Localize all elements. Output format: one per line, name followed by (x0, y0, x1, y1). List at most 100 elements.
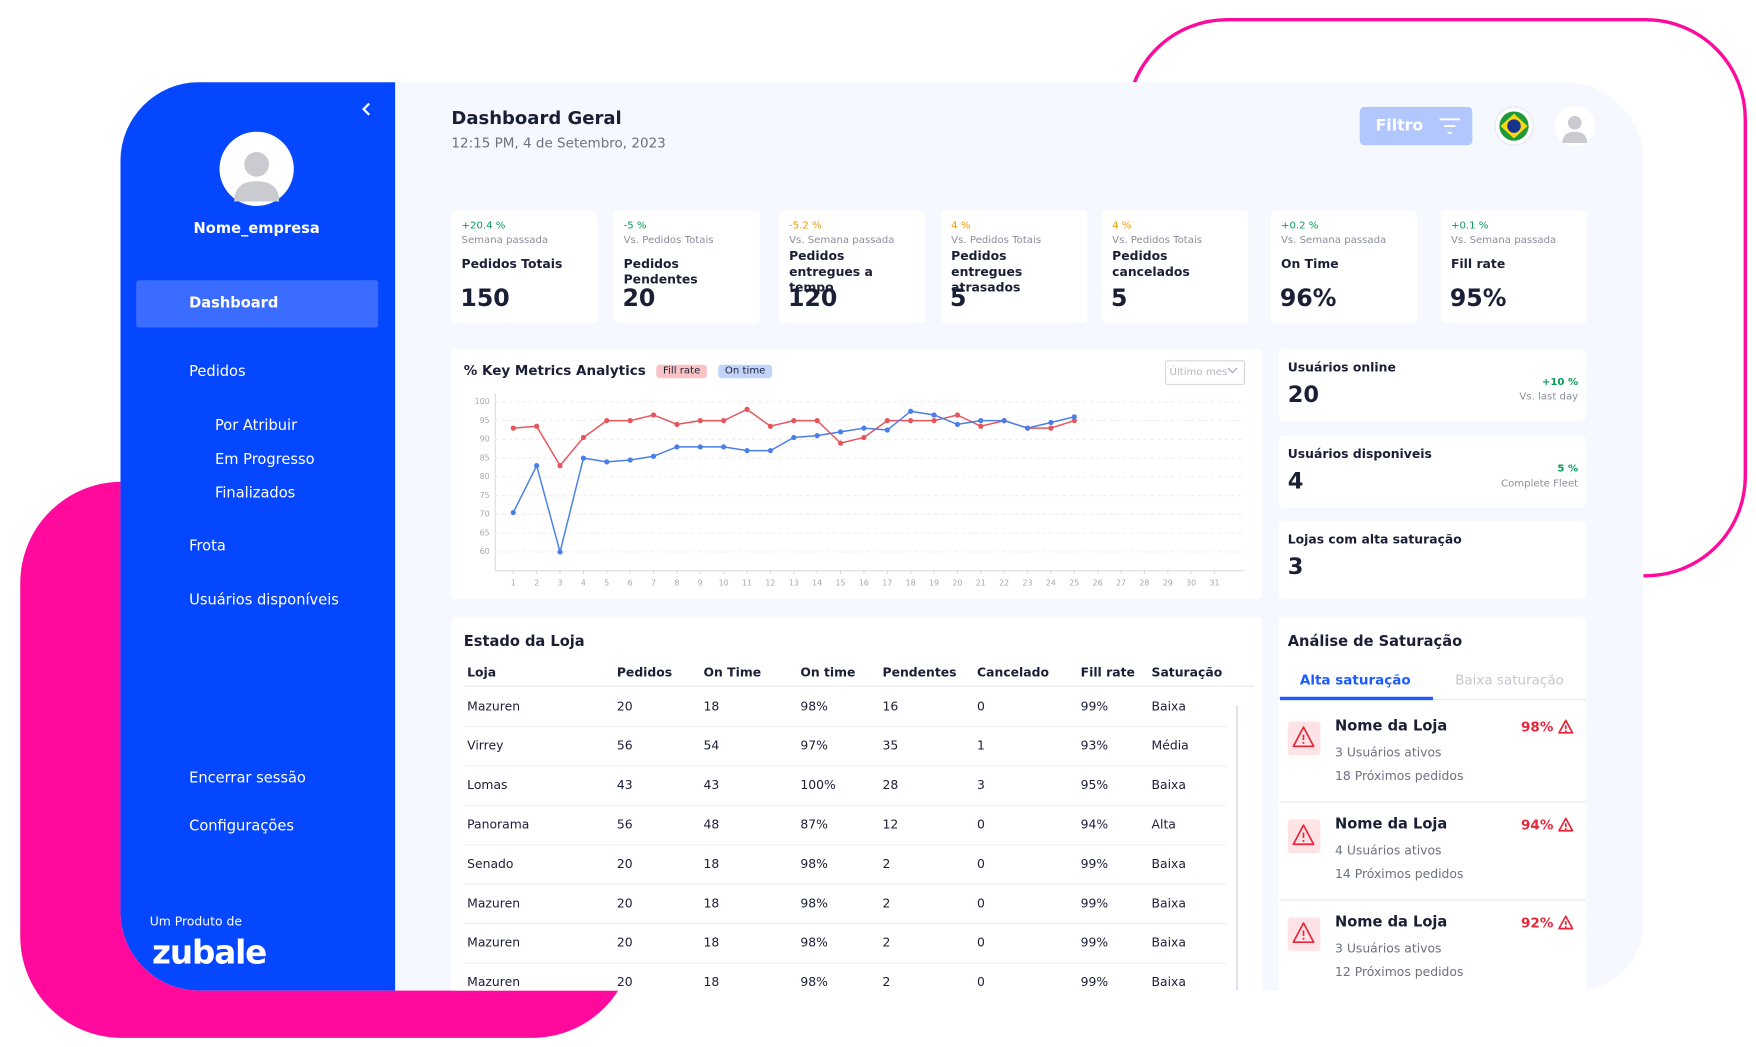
x-tick-label: 3 (558, 578, 563, 587)
data-point (1048, 419, 1054, 426)
row-divider (463, 923, 1227, 925)
data-point (557, 463, 563, 469)
period-label[interactable]: Último mes (1169, 366, 1228, 378)
table-cell: Média (1151, 738, 1189, 754)
table-cell: 18 (703, 699, 720, 715)
table-cell: 1 (977, 738, 985, 754)
data-point (884, 418, 890, 424)
table-header: Cancelado (977, 665, 1050, 681)
y-tick-label: 65 (480, 528, 490, 537)
kpi-compare: Vs. Semana passada (1280, 234, 1387, 247)
tab-inactive[interactable]: Baixa saturação (1455, 671, 1564, 688)
store-percent: 92% (1521, 914, 1554, 931)
data-point (744, 448, 750, 454)
chart-card (451, 348, 1262, 599)
table-cell: 0 (977, 935, 985, 951)
data-point (510, 509, 516, 516)
percent-warning (1558, 915, 1574, 930)
table-cell: 94% (1080, 817, 1109, 833)
warning-dot (1564, 925, 1567, 928)
table-cell: 2 (882, 935, 891, 951)
chevron (1227, 367, 1238, 374)
data-point (674, 421, 680, 427)
table-cell: 0 (977, 896, 985, 912)
table-cell: Baixa (1151, 699, 1186, 715)
table-cell: 99% (1080, 975, 1109, 990)
data-point (721, 418, 727, 424)
table-cell: 18 (703, 975, 720, 990)
flag-brazil (1494, 106, 1534, 146)
warning-triangle (1558, 719, 1574, 734)
x-tick-label: 14 (812, 578, 822, 587)
store-percent: 98% (1521, 719, 1554, 735)
data-point (861, 434, 867, 441)
kpi-change: -5.2 % (789, 220, 822, 232)
data-point (767, 423, 774, 429)
warning-dot (1302, 839, 1305, 842)
x-tick-label: 5 (604, 578, 609, 587)
period-dropdown[interactable] (1165, 360, 1245, 385)
data-point (557, 549, 563, 555)
data-point (604, 418, 610, 424)
x-tick-label: 1 (511, 578, 516, 587)
table-header: On Time (703, 665, 762, 681)
menu-item[interactable]: Frota (189, 538, 226, 556)
user-avatar (1554, 105, 1596, 147)
avatar-head (244, 151, 270, 177)
store-name: Nome da Loja (1335, 718, 1448, 736)
product-label: Um Produto de (149, 914, 242, 930)
menu-item[interactable]: Em Progresso (214, 451, 315, 469)
filter-lines (1439, 118, 1460, 134)
page-datetime: 12:15 PM, 4 de Setembro, 2023 (451, 134, 666, 151)
menu-item[interactable]: Por Atribuir (214, 417, 298, 435)
data-point (580, 434, 587, 441)
menu-item[interactable]: Usuários disponíveis (189, 592, 339, 610)
store-name: Nome da Loja (1335, 816, 1448, 834)
kpi-card (613, 210, 760, 324)
data-point (721, 444, 727, 450)
main-panel: Nome_empresa Dashboard Pedidos Por Atribuir… (120, 82, 1644, 991)
data-point (1071, 418, 1077, 424)
filter-label[interactable]: Filtro (1375, 116, 1424, 135)
stat-card (1278, 435, 1587, 508)
menu-item[interactable]: Finalizados (214, 485, 296, 503)
menu-item[interactable]: Encerrar sessão (189, 770, 306, 788)
store-orders: 14 Próximos pedidos (1335, 867, 1464, 882)
data-point (650, 453, 657, 459)
x-tick-label: 26 (1093, 578, 1103, 587)
data-point (1071, 414, 1077, 420)
menu-item[interactable]: Dashboard (189, 295, 279, 313)
brand-logo: zubale (151, 932, 267, 971)
table-cell: 0 (977, 857, 985, 872)
warning-dot (1564, 730, 1567, 733)
stat-change: 5 % (1557, 463, 1579, 475)
stat-label: Usuários disponiveis (1287, 447, 1432, 462)
kpi-compare: Semana passada (461, 234, 549, 247)
table-cell: 3 (977, 778, 985, 793)
table-header: Fill rate (1080, 665, 1135, 681)
tab-active[interactable]: Alta saturação (1299, 671, 1411, 688)
x-tick-label: 22 (999, 578, 1009, 587)
x-tick-label: 30 (1186, 578, 1196, 587)
kpi-compare: Vs. Semana passada (1450, 234, 1557, 247)
table-cell: 20 (616, 699, 633, 715)
table-cell: Mazuren (467, 699, 521, 715)
percent-warning (1558, 719, 1574, 734)
warning-triangle (1292, 824, 1315, 846)
menu-item[interactable]: Configurações (189, 818, 294, 836)
table-cell: 56 (616, 817, 633, 833)
table-cell: 54 (703, 738, 720, 754)
warning-icon (1292, 726, 1315, 748)
data-point (931, 418, 937, 424)
item-divider (1279, 899, 1587, 901)
stat-compare: Complete Fleet (1501, 477, 1579, 490)
avatar-body (1562, 131, 1588, 143)
kpi-card (941, 210, 1088, 324)
store-name: Nome da Loja (1335, 914, 1448, 932)
menu-item[interactable]: Pedidos (189, 363, 246, 381)
x-tick-label: 2 (534, 578, 539, 587)
kpi-compare: Vs. Pedidos Totais (623, 234, 714, 247)
x-tick-label: 7 (651, 578, 656, 587)
warning-triangle (1558, 817, 1574, 832)
row-divider (463, 804, 1227, 806)
